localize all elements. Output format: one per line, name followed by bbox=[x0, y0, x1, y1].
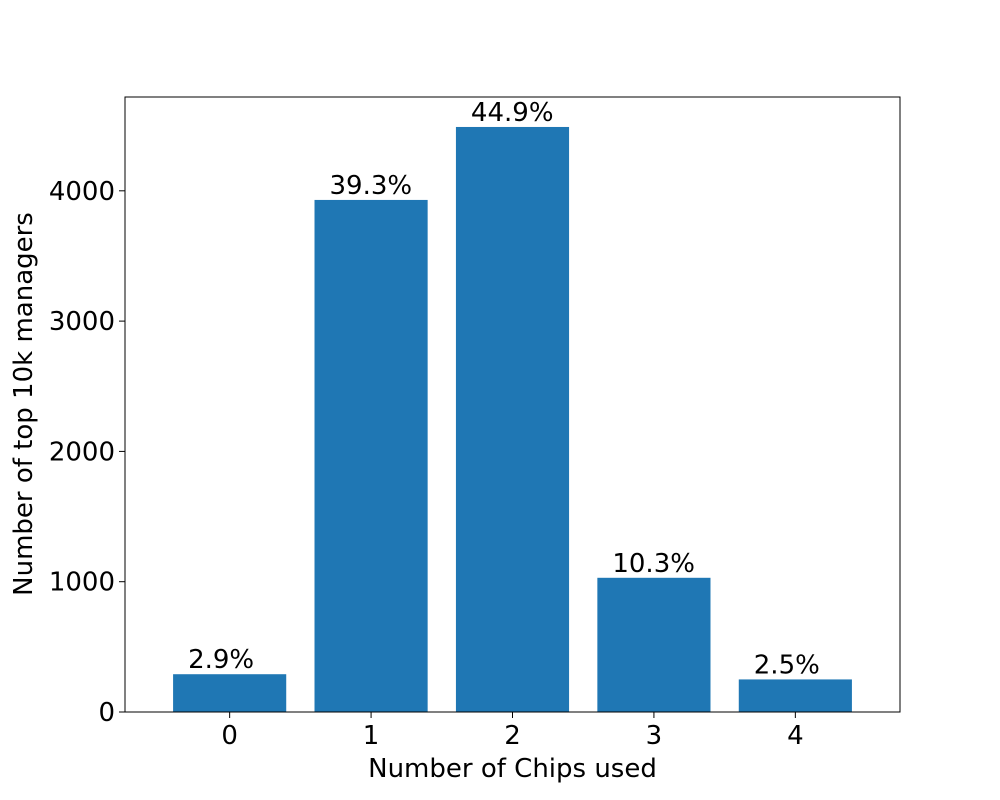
bar-2 bbox=[455, 126, 570, 713]
data-label-2: 44.9% bbox=[471, 98, 554, 128]
bar-0 bbox=[173, 674, 287, 712]
data-label-4: 2.5% bbox=[754, 650, 820, 680]
y-axis: 0 1000 2000 3000 4000 bbox=[49, 177, 125, 728]
bars-group bbox=[173, 126, 852, 713]
y-tick-label-3000: 3000 bbox=[49, 307, 115, 337]
bar-4 bbox=[738, 679, 852, 712]
y-tick-label-4000: 4000 bbox=[49, 177, 115, 207]
y-tick-label-2000: 2000 bbox=[49, 437, 115, 467]
data-label-3: 10.3% bbox=[612, 549, 695, 579]
x-tick-label-3: 3 bbox=[646, 721, 663, 751]
x-tick-label-0: 0 bbox=[221, 721, 238, 751]
x-tick-label-2: 2 bbox=[504, 721, 521, 751]
x-tick-label-4: 4 bbox=[787, 721, 804, 751]
bar-3 bbox=[597, 577, 711, 712]
data-label-1: 39.3% bbox=[330, 171, 413, 201]
x-axis: 0 1 2 3 4 bbox=[221, 712, 804, 751]
y-tick-label-0: 0 bbox=[98, 698, 115, 728]
bar-1 bbox=[314, 199, 428, 712]
x-axis-label: Number of Chips used bbox=[368, 754, 657, 784]
y-axis-label: Number of top 10k managers bbox=[9, 212, 39, 596]
y-tick-label-1000: 1000 bbox=[49, 568, 115, 598]
data-label-0: 2.9% bbox=[188, 645, 254, 675]
data-labels-group: 2.9% 39.3% 44.9% 10.3% 2.5% bbox=[188, 98, 820, 680]
x-tick-label-1: 1 bbox=[363, 721, 380, 751]
